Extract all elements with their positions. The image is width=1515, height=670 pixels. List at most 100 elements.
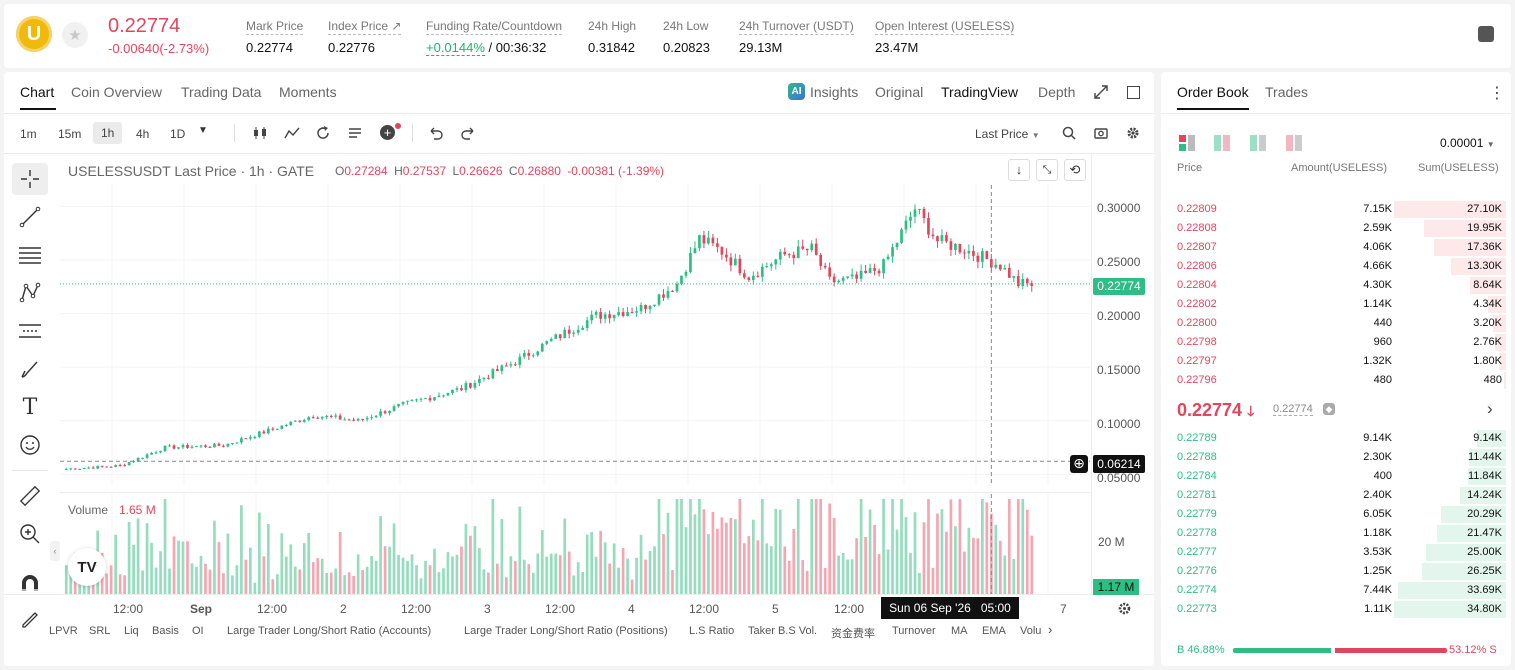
indicator-liq[interactable]: Liq [124,625,139,637]
book-view-buy-icon[interactable] [1250,135,1266,151]
indicator-ls-ratio[interactable]: L.S Ratio [689,625,735,637]
bid-row[interactable]: 0.22774 7.44K 33.69K [1162,581,1510,600]
ask-row[interactable]: 0.22806 4.66K 13.30K [1162,257,1510,276]
book-view-both-icon[interactable] [1179,135,1195,151]
indicator-volume[interactable]: Volu [1020,625,1042,637]
ask-row[interactable]: 0.22796 480 480 [1162,371,1510,390]
volume-bar [1007,499,1011,594]
tab-trades[interactable]: Trades [1265,84,1309,100]
timeframe-1m[interactable]: 1m [20,127,37,141]
header-price: Price [1177,162,1203,174]
add-alert-icon[interactable]: ⊕ [1070,455,1088,473]
indicator-taker-bs-vol[interactable]: Taker B.S Vol. [748,625,818,637]
emoji-icon[interactable] [12,429,48,461]
ask-row[interactable]: 0.22809 7.15K 27.10K [1162,200,1510,219]
bid-row[interactable]: 0.22777 3.53K 25.00K [1162,543,1510,562]
tab-order-book[interactable]: Order Book [1177,84,1249,100]
tradingview-logo-icon[interactable]: TV [68,548,106,586]
tab-tradingview[interactable]: TradingView [941,84,1019,100]
volume-bar [801,560,805,594]
indicator-turnover[interactable]: Turnover [892,625,936,637]
bid-row[interactable]: 0.22789 9.14K 9.14K [1162,429,1510,448]
volume-bar [482,569,486,594]
tab-original[interactable]: Original [875,84,924,100]
bid-row[interactable]: 0.22773 1.11K 34.80K [1162,600,1510,619]
tab-depth[interactable]: Depth [1038,84,1076,100]
bid-row[interactable]: 0.22788 2.30K 11.44K [1162,448,1510,467]
undo-icon[interactable] [428,126,444,140]
ask-row[interactable]: 0.22802 1.14K 4.34K [1162,295,1510,314]
indicator-ema[interactable]: EMA [982,625,1006,637]
bid-row[interactable]: 0.22781 2.40K 14.24K [1162,486,1510,505]
collapse-icon[interactable]: ⤡ [1036,159,1058,181]
projection-icon[interactable] [12,315,48,347]
replay-icon[interactable] [315,125,331,141]
chevron-right-icon[interactable]: › [1048,622,1053,637]
precision-select[interactable]: 0.00001 ▼ [1440,136,1495,150]
indicators-icon[interactable] [284,125,300,141]
tab-coin-overview[interactable]: Coin Overview [71,84,163,100]
bid-row[interactable]: 0.22778 1.18K 21.47K [1162,524,1510,543]
zoom-in-icon[interactable] [12,518,48,550]
indicator-ma[interactable]: MA [951,625,968,637]
expand-icon[interactable] [1093,84,1109,100]
camera-icon[interactable] [1094,126,1108,140]
ask-row[interactable]: 0.22798 960 2.76K [1162,333,1510,352]
tab-insights[interactable]: Insights [810,84,859,100]
magnet-icon[interactable] [12,568,48,600]
collapse-toolbar-icon[interactable]: ‹ [50,541,60,561]
ask-row[interactable]: 0.22797 1.32K 1.80K [1162,352,1510,371]
candlestick-icon[interactable] [252,125,268,141]
tab-chart[interactable]: Chart [20,84,55,100]
indicator-funding-rate[interactable]: 资金费率 [831,628,875,640]
ask-row[interactable]: 0.22804 4.30K 8.64K [1162,276,1510,295]
ask-row[interactable]: 0.22807 4.06K 17.36K [1162,238,1510,257]
indicator-oi[interactable]: OI [192,625,204,637]
bid-row[interactable]: 0.22776 1.25K 26.25K [1162,562,1510,581]
window-mode-icon[interactable] [1127,86,1140,99]
gear-icon[interactable] [1126,126,1140,140]
tab-trading-data[interactable]: Trading Data [181,84,262,100]
more-icon[interactable]: ⋮ [1489,85,1505,102]
ask-row[interactable]: 0.22800 440 3.20K [1162,314,1510,333]
indicator-lpvr[interactable]: LPVR [49,625,78,637]
timeframe-4h[interactable]: 4h [136,127,150,141]
pattern-icon[interactable] [12,277,48,309]
bid-row[interactable]: 0.22784 400 11.84K [1162,467,1510,486]
timeframe-1d[interactable]: 1D [170,127,186,141]
stat-index-price[interactable]: Index Price ↗ 0.22776 [328,17,402,55]
ask-row[interactable]: 0.22808 2.59K 19.95K [1162,219,1510,238]
ruler-icon[interactable] [12,480,48,512]
chevron-right-icon[interactable]: › [1487,399,1493,418]
price-chart[interactable] [60,185,1090,485]
refresh-icon[interactable]: ⟲ [1064,159,1086,181]
search-icon[interactable] [1062,126,1076,140]
templates-icon[interactable] [347,125,363,141]
crosshair-icon[interactable] [12,163,48,195]
timeframe-15m[interactable]: 15m [58,127,82,141]
book-view-bids-icon[interactable] [1214,135,1230,151]
indicator-large-trader-positions[interactable]: Large Trader Long/Short Ratio (Positions… [464,625,668,637]
chevron-down-icon: ▼ [1486,140,1495,149]
price-type-select[interactable]: Last Price ▼ [975,127,1040,141]
book-view-sell-icon[interactable] [1286,135,1302,151]
trendline-icon[interactable] [12,201,48,233]
timeframe-1h[interactable]: 1h [93,122,123,144]
book-icon[interactable] [1478,26,1494,42]
redo-icon[interactable] [460,126,476,140]
tab-moments[interactable]: Moments [279,84,337,100]
alert-add-icon[interactable]: + [380,125,395,140]
pencil-lock-icon[interactable] [12,604,48,632]
indicator-srl[interactable]: SRL [89,625,111,637]
favorite-star-icon[interactable]: ★ [62,22,88,48]
indicator-basis[interactable]: Basis [152,625,179,637]
fib-lines-icon[interactable] [12,239,48,271]
text-tool-icon[interactable]: T [22,394,38,420]
bid-row[interactable]: 0.22779 6.05K 20.29K [1162,505,1510,524]
gear-icon[interactable] [1117,601,1132,616]
chevron-down-icon[interactable]: ▼ [198,125,208,136]
indicator-large-trader-accounts[interactable]: Large Trader Long/Short Ratio (Accounts) [227,625,432,637]
brush-icon[interactable] [12,353,48,385]
volume-bar [693,514,697,594]
arrow-down-icon[interactable]: ↓ [1008,159,1030,181]
